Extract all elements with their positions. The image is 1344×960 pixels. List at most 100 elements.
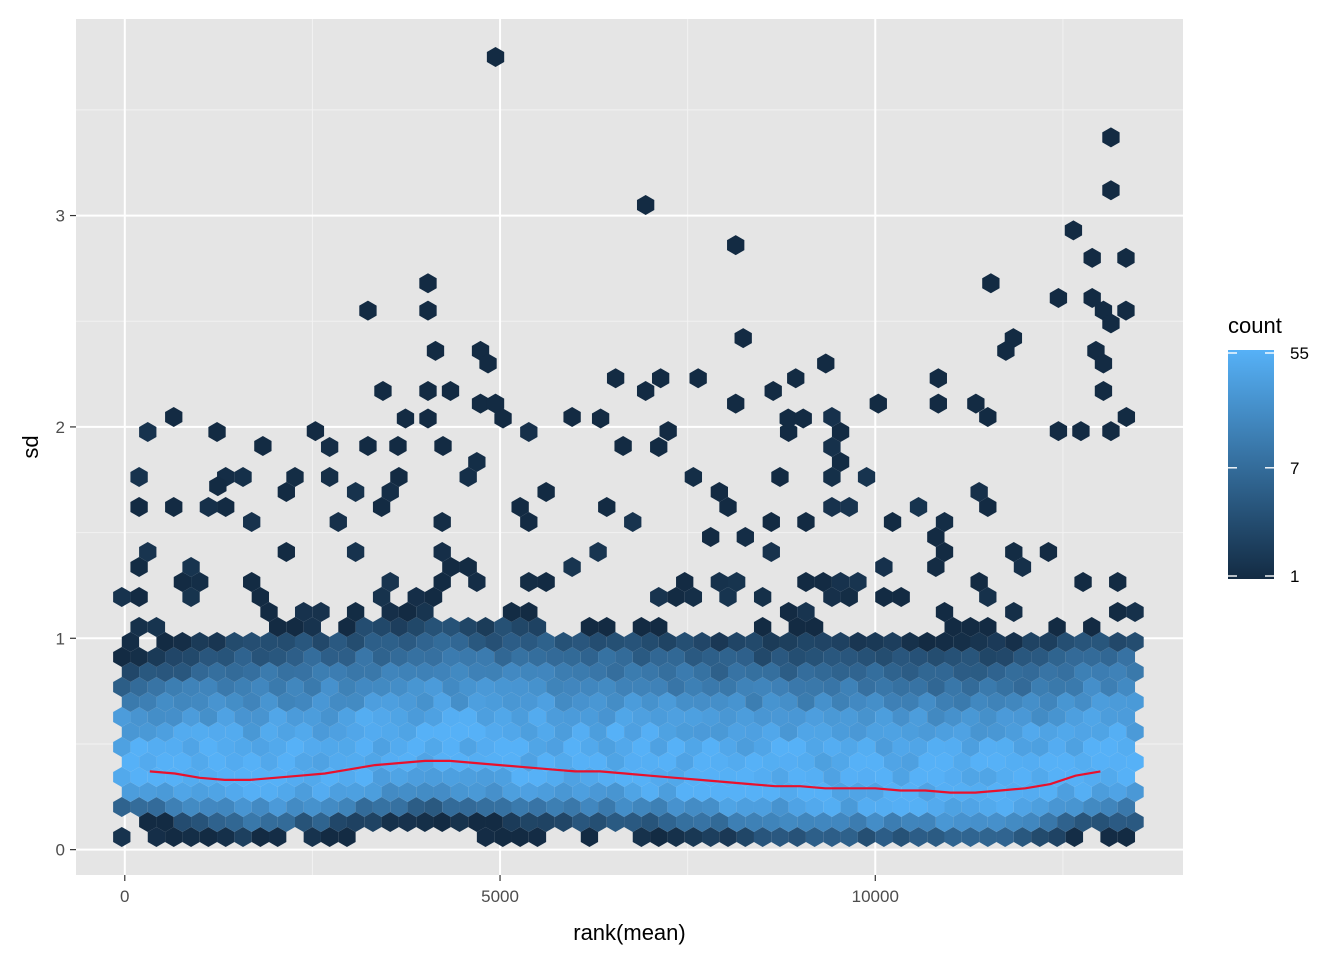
hex-bin [165,826,183,847]
hex-bin [165,736,183,757]
hex-bin [909,706,928,727]
hex-bin [753,736,772,757]
hex-bin [147,706,166,727]
hex-bin [676,631,694,652]
hex-bin [494,676,512,697]
hex-bin [658,661,677,682]
hex-bin [745,751,763,772]
hex-bin [927,646,945,667]
hex-bin [927,796,945,817]
hex-bin [139,541,157,562]
hex-bin [1022,691,1040,712]
legend-label: 1 [1290,567,1299,586]
hex-bin [182,646,200,667]
hex-bin [182,796,200,817]
hex-bin [450,811,469,832]
hex-bin-outlier [359,300,377,321]
hex-bin [381,631,399,652]
hex-bin [857,646,876,667]
hex-bin [779,751,798,772]
hex-bin [459,646,477,667]
hex-bin [286,796,304,817]
hex-bin [849,751,867,772]
hex-bin [875,706,893,727]
hex-bin [554,661,573,682]
hex-bin [909,826,928,847]
hex-bin [849,721,867,742]
hex-bin [191,691,209,712]
hex-bin-outlier [636,195,655,215]
hex-bin [1057,721,1075,742]
hex-bin [996,826,1014,847]
hex-bin [286,466,304,487]
y-tick-label: 0 [56,841,65,860]
hex-bin [710,631,728,652]
hex-bin-outlier [1049,421,1068,442]
hex-bin [641,691,659,712]
hex-bin [632,616,651,637]
hex-bin [641,811,659,832]
hex-bin [260,721,278,742]
hex-bin [485,781,503,802]
hex-bin [277,751,295,772]
hex-bin [676,571,694,592]
hex-bin [303,706,321,727]
hex-bin [329,661,347,682]
hex-bin [546,646,564,667]
hex-bin [849,571,867,592]
hex-bin [676,781,694,802]
hex-bin [693,631,711,652]
hex-bin-outlier [389,435,407,456]
hex-bin [1048,766,1066,787]
hex-bin [364,661,382,682]
hex-bin [1057,631,1075,652]
hex-bin [450,631,469,652]
hex-bin [788,766,806,787]
hex-bin [156,811,174,832]
hex-bin [269,826,287,847]
hex-bin [693,811,711,832]
hex-bin [927,676,945,697]
hex-bin [450,721,469,742]
legend: count 55 7 1 [1228,313,1309,586]
hex-bin [121,721,140,742]
hex-bin [883,691,902,712]
hex-bin [589,751,607,772]
hex-bin [243,751,261,772]
hex-bin [424,646,443,667]
hex-bin [684,706,703,727]
hex-bin [693,751,711,772]
hex-bin [251,736,270,757]
hex-bin [606,631,625,652]
hex-bin [199,766,218,787]
hex-bin [606,781,625,802]
hex-bin [875,556,893,577]
hex-bin [554,721,573,742]
hex-bin [459,676,477,697]
hex-bin [979,796,997,817]
hex-bin [901,631,919,652]
hex-bin [857,676,876,697]
hex-bin [892,826,910,847]
hex-bin [433,541,451,562]
hex-bin [935,721,954,742]
hex-bin [433,691,451,712]
hex-bin [580,646,599,667]
hex-bin [840,676,858,697]
hex-bin [615,706,633,727]
hex-bin [364,691,382,712]
hex-bin [1117,406,1136,427]
hex-bin [901,691,919,712]
hex-bin [494,646,512,667]
hex-bin [173,661,192,682]
hex-bin [580,676,599,697]
hex-bin [381,751,399,772]
hex-bin [676,661,694,682]
hex-bin [805,766,824,787]
hex-bin [987,631,1006,652]
hex-bin [1048,646,1066,667]
hex-bin-outlier [419,380,437,401]
hex-bin [277,541,295,562]
hex-bin [476,646,495,667]
hex-bin [658,751,677,772]
